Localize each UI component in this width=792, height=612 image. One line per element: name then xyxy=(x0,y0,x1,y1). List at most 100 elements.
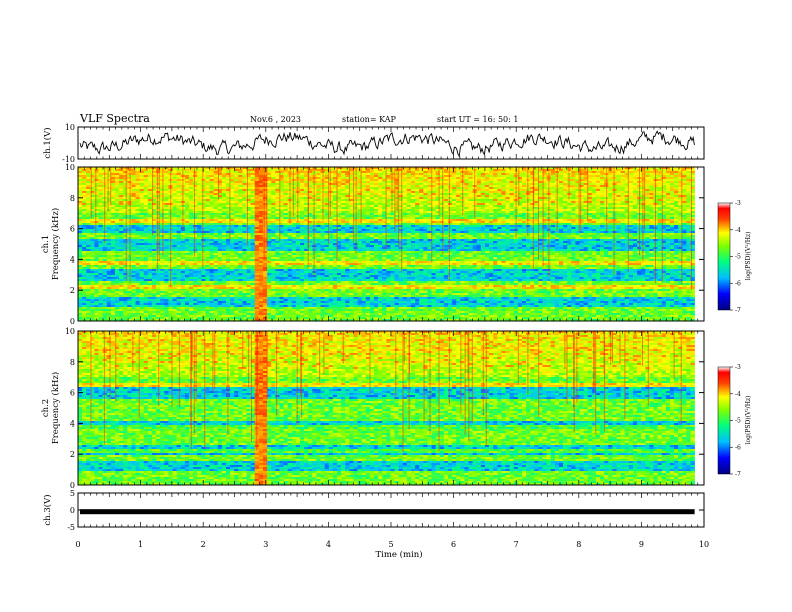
spectrogram-cell xyxy=(328,229,334,232)
spectrogram-cell xyxy=(308,229,313,232)
spectrogram-cell xyxy=(390,219,395,222)
spectrogram-cell xyxy=(406,225,412,228)
spectrogram-cell xyxy=(205,203,210,206)
spectrogram-cell xyxy=(398,213,404,216)
spectrogram-cell xyxy=(419,219,424,222)
spectrogram-cell xyxy=(443,217,449,220)
spectrogram-cell xyxy=(571,219,576,222)
spectrogram-cell xyxy=(275,175,280,178)
spectrogram-cell xyxy=(386,195,391,198)
spectrogram-cell xyxy=(250,199,256,202)
spectrogram-cell xyxy=(608,213,613,216)
spectrogram-cell xyxy=(550,213,556,216)
spectrogram-cell xyxy=(106,225,112,228)
spectrogram-cell xyxy=(349,229,354,232)
spectrogram-cell xyxy=(415,183,420,186)
spectrogram-cell xyxy=(110,225,116,228)
spectrogram-cell xyxy=(390,207,395,210)
spectrogram-cell xyxy=(435,169,441,172)
spectrogram-cell xyxy=(115,199,120,202)
spectrogram-cell xyxy=(661,203,667,206)
spectrogram-cell xyxy=(304,219,309,222)
spectrogram-cell xyxy=(139,173,145,176)
spectrogram-cell xyxy=(156,231,161,234)
spectrogram-cell xyxy=(139,181,145,184)
spectrogram-cell xyxy=(657,207,663,210)
spectrogram-cell xyxy=(275,199,280,202)
spectrogram-cell xyxy=(106,209,112,212)
spectrogram-cell xyxy=(489,203,494,206)
spectrogram-cell xyxy=(94,233,99,236)
spectrogram-cell xyxy=(271,205,276,208)
spectrogram-cell xyxy=(382,195,387,198)
spectrogram-cell xyxy=(332,189,338,192)
spectrogram-cell xyxy=(406,213,412,216)
spectrogram-cell xyxy=(521,175,527,178)
spectrogram-cell xyxy=(657,199,663,202)
spectrogram-cell xyxy=(324,177,330,180)
spectrogram-cell xyxy=(308,171,313,174)
spectrogram-cell xyxy=(90,197,95,200)
spectrogram-cell xyxy=(324,231,330,234)
spectrogram-cell xyxy=(345,197,350,200)
spectrogram-cell xyxy=(119,187,124,190)
spectrogram-cell xyxy=(678,219,683,222)
spectrogram-cell xyxy=(147,185,153,188)
spectrogram-cell xyxy=(209,183,214,186)
spectrogram-cell xyxy=(505,227,510,230)
spectrogram-cell xyxy=(295,225,301,228)
spectrogram-cell xyxy=(489,195,494,198)
spectrogram-cell xyxy=(493,171,498,174)
spectrogram-cell xyxy=(197,227,202,230)
spectrogram-cell xyxy=(571,175,576,178)
spectrogram-cell xyxy=(493,183,498,186)
spectrogram-cell xyxy=(567,219,572,222)
spectrogram-cell xyxy=(345,205,350,208)
spectrogram-cell xyxy=(493,215,498,218)
spectrogram-cell xyxy=(98,227,103,230)
spectrogram-cell xyxy=(328,207,334,210)
spectrogram-cell xyxy=(213,231,219,234)
spectrogram-cell xyxy=(115,197,120,200)
spectrogram-cell xyxy=(645,223,650,226)
spectrogram-cell xyxy=(657,203,663,206)
spectrogram-cell xyxy=(497,173,502,176)
spectrogram-cell xyxy=(197,233,202,236)
spectrogram-cell xyxy=(184,189,190,192)
spectrogram-cell xyxy=(341,181,346,184)
spectrogram-cell xyxy=(591,177,597,180)
spectrogram-cell xyxy=(542,173,547,176)
spectrogram-cell xyxy=(493,179,498,182)
spectrogram-cell xyxy=(110,215,116,218)
spectrogram-cell xyxy=(184,203,190,206)
spectrogram-cell xyxy=(205,181,210,184)
spectrogram-cell xyxy=(398,179,404,182)
spectrogram-cell xyxy=(447,179,453,182)
spectrogram-cell xyxy=(123,169,128,172)
spectrogram-cell xyxy=(423,181,428,184)
spectrogram-cell xyxy=(193,211,198,214)
spectrogram-cell xyxy=(402,207,408,210)
spectrogram-cell xyxy=(78,225,83,228)
spectrogram-cell xyxy=(147,189,153,192)
spectrogram-cell xyxy=(119,199,124,202)
spectrogram-cell xyxy=(365,195,371,198)
spectrogram-cell xyxy=(678,177,683,180)
spectrogram-cell xyxy=(201,221,206,224)
spectrogram-cell xyxy=(402,191,408,194)
spectrogram-cell xyxy=(304,207,309,210)
spectrogram-cell xyxy=(583,195,589,198)
spectrogram-cell xyxy=(238,183,243,186)
spectrogram-cell xyxy=(394,217,399,220)
spectrogram-cell xyxy=(193,205,198,208)
spectrogram-cell xyxy=(127,173,132,176)
spectrogram-cell xyxy=(591,229,597,232)
spectrogram-cell xyxy=(632,213,638,216)
spectrogram-cell xyxy=(501,173,506,176)
spectrogram-cell xyxy=(620,177,626,180)
spectrogram-cell xyxy=(480,201,486,204)
spectrogram-cell xyxy=(517,203,523,206)
spectrogram-cell xyxy=(299,183,305,186)
spectrogram-cell xyxy=(616,177,621,180)
spectrogram-cell xyxy=(563,185,568,188)
